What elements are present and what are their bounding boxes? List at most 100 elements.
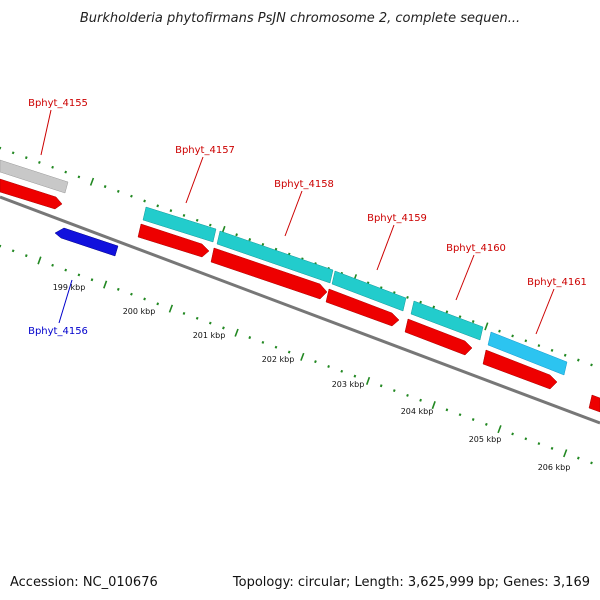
minor-tick <box>524 339 528 343</box>
minor-tick <box>590 461 593 465</box>
minor-tick <box>576 358 580 362</box>
leader-4157 <box>185 156 204 204</box>
cds-arrow-4156[interactable] <box>54 227 119 257</box>
major-tick <box>37 256 42 265</box>
minor-tick <box>77 175 81 179</box>
gene-label-4157[interactable]: Bphyt_4157 <box>175 145 235 156</box>
minor-tick <box>24 156 28 160</box>
scale-label: 204 kbp <box>401 407 434 416</box>
minor-tick <box>261 242 265 246</box>
cds-arrow-4161[interactable] <box>482 349 558 390</box>
minor-tick <box>103 185 107 189</box>
minor-tick <box>222 326 225 330</box>
minor-tick <box>511 334 514 338</box>
major-tick <box>563 449 568 458</box>
major-tick <box>497 425 502 434</box>
cds-arrow-4158[interactable] <box>210 247 328 300</box>
minor-tick <box>576 456 580 460</box>
minor-tick <box>419 300 422 304</box>
scale-label: 201 kbp <box>193 331 226 340</box>
scale-label: 200 kbp <box>123 307 156 316</box>
minor-tick <box>274 345 278 349</box>
cds-arrow-offscreen[interactable] <box>588 394 600 413</box>
major-tick <box>484 322 489 331</box>
minor-tick <box>590 363 593 367</box>
minor-tick <box>458 413 462 417</box>
scale-label: 206 kbp <box>538 463 571 472</box>
minor-tick <box>156 302 160 306</box>
gene-label-4156[interactable]: Bphyt_4156 <box>28 326 88 337</box>
minor-tick <box>314 360 317 364</box>
minor-tick <box>537 344 541 348</box>
leader-4161 <box>535 288 555 335</box>
minor-tick <box>498 329 501 333</box>
feature-4160[interactable] <box>410 300 484 341</box>
gene-label-4158[interactable]: Bphyt_4158 <box>274 179 334 190</box>
accession-label: Accession: NC_010676 <box>10 575 158 590</box>
minor-tick <box>116 189 120 193</box>
cds-arrow-4155[interactable] <box>0 178 63 210</box>
gene-label-4159[interactable]: Bphyt_4159 <box>367 213 427 224</box>
minor-tick <box>90 278 94 282</box>
minor-tick <box>432 305 436 309</box>
minor-tick <box>77 273 81 277</box>
minor-tick <box>445 408 449 412</box>
minor-tick <box>130 194 133 198</box>
minor-tick <box>182 213 186 217</box>
scale-label: 199 kbp <box>53 283 86 292</box>
feature-4159[interactable] <box>331 270 407 312</box>
minor-tick <box>511 432 514 436</box>
outer-tick-track <box>0 146 593 367</box>
minor-tick <box>406 393 409 397</box>
gene-label-4160[interactable]: Bphyt_4160 <box>446 243 506 254</box>
inner-tick-track <box>0 244 593 465</box>
minor-tick <box>484 422 488 426</box>
scale-label: 202 kbp <box>262 355 295 364</box>
major-tick <box>365 376 371 385</box>
minor-tick <box>235 233 238 237</box>
feature-4157[interactable] <box>142 206 217 243</box>
major-tick <box>431 401 436 410</box>
minor-tick <box>458 315 462 319</box>
leader-4155 <box>40 109 52 156</box>
minor-tick <box>208 223 212 227</box>
minor-tick <box>261 340 265 344</box>
minor-tick <box>406 295 409 299</box>
minor-tick <box>248 336 252 340</box>
gene-label-4161[interactable]: Bphyt_4161 <box>527 277 587 288</box>
minor-tick <box>116 287 120 291</box>
gene-label-4155[interactable]: Bphyt_4155 <box>28 98 88 109</box>
minor-tick <box>537 442 541 446</box>
genome-summary: Topology: circular; Length: 3,625,999 bp… <box>232 575 590 590</box>
major-tick <box>300 352 305 361</box>
minor-tick <box>419 398 422 402</box>
minor-tick <box>248 238 252 242</box>
cds-arrow-4160[interactable] <box>404 318 473 356</box>
minor-tick <box>51 263 54 267</box>
minor-tick <box>524 437 528 441</box>
feature-4158[interactable] <box>216 230 334 284</box>
minor-tick <box>169 209 173 213</box>
minor-tick <box>208 321 212 325</box>
minor-tick <box>353 374 357 378</box>
minor-tick <box>182 311 186 315</box>
minor-tick <box>563 353 567 357</box>
cds-arrow-4159[interactable] <box>325 288 400 327</box>
major-tick <box>89 177 95 186</box>
minor-tick <box>195 218 199 222</box>
minor-tick <box>38 160 41 164</box>
minor-tick <box>143 199 146 203</box>
minor-tick <box>274 247 278 251</box>
minor-tick <box>471 320 475 323</box>
cds-arrow-4157[interactable] <box>137 223 210 258</box>
minor-tick <box>51 165 54 169</box>
major-tick <box>168 304 174 313</box>
feature-4161[interactable] <box>487 331 568 376</box>
leader-4158 <box>284 190 303 237</box>
minor-tick <box>379 384 383 388</box>
minor-tick <box>445 310 449 314</box>
scale-label: 203 kbp <box>332 380 365 389</box>
feature-4155[interactable] <box>0 159 69 194</box>
minor-tick <box>195 316 199 320</box>
